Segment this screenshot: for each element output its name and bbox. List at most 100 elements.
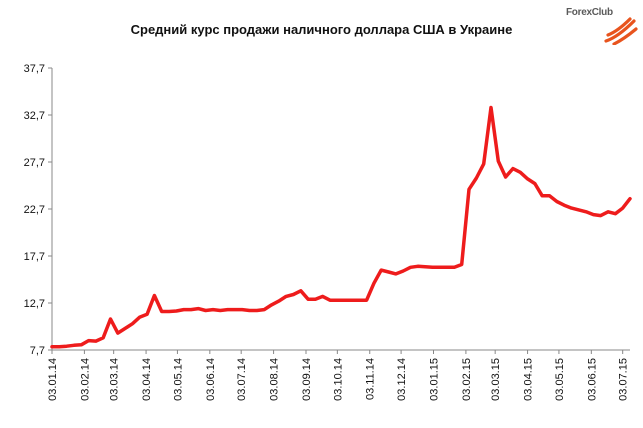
data-point — [131, 322, 134, 325]
data-point — [526, 177, 529, 180]
data-point — [72, 344, 75, 347]
data-point — [446, 266, 449, 269]
x-tick-label: 03.11.14 — [365, 358, 377, 400]
data-point — [65, 345, 68, 348]
x-tick-label: 03.03.14 — [109, 358, 121, 401]
series-line — [50, 105, 632, 349]
x-tick-label: 03.01.15 — [429, 358, 441, 401]
x-tick-label: 03.05.14 — [172, 358, 184, 401]
data-point — [592, 213, 595, 216]
data-point — [607, 210, 610, 213]
data-point — [599, 214, 602, 217]
x-tick-label: 03.12.14 — [396, 358, 408, 401]
x-tick-label: 03.02.15 — [461, 358, 473, 401]
data-point — [168, 310, 171, 313]
data-point — [621, 207, 624, 210]
data-point — [285, 295, 288, 298]
y-axis: 7,7 12,7 17,7 22,7 27,7 32,7 37,7 — [24, 63, 53, 357]
data-point — [146, 313, 149, 316]
data-point — [124, 327, 127, 330]
data-point — [153, 294, 156, 297]
data-point — [248, 309, 251, 312]
data-point — [233, 308, 236, 311]
data-point — [577, 208, 580, 211]
x-tick-label: 03.04.15 — [523, 358, 535, 401]
x-tick-label: 03.02.14 — [79, 358, 91, 401]
data-point — [533, 182, 536, 185]
chart-title: Средний курс продажи наличного доллара С… — [130, 22, 513, 37]
logo-text: ForexClub — [566, 7, 613, 18]
x-tick-label: 03.05.15 — [554, 358, 566, 401]
data-point — [160, 310, 163, 313]
data-point — [270, 303, 273, 306]
data-point — [489, 106, 492, 109]
data-point — [358, 299, 361, 302]
x-tick-label: 03.10.14 — [332, 358, 344, 401]
data-point — [365, 299, 368, 302]
data-point — [511, 167, 514, 170]
data-point — [350, 299, 353, 302]
data-point — [555, 200, 558, 203]
y-tick-label: 22,7 — [24, 204, 45, 216]
x-tick-label: 03.06.15 — [586, 358, 598, 401]
data-point — [563, 204, 566, 207]
data-point — [219, 309, 222, 312]
data-point — [58, 345, 61, 348]
data-point — [402, 270, 405, 273]
x-tick-label: 03.07.14 — [236, 358, 248, 401]
data-point — [255, 309, 258, 312]
series-layer — [50, 105, 632, 349]
x-tick-label: 03.01.14 — [47, 358, 59, 401]
data-point — [460, 263, 463, 266]
data-point — [102, 336, 105, 339]
data-point — [424, 265, 427, 268]
x-tick-label: 03.09.14 — [301, 358, 313, 401]
data-point — [109, 317, 112, 320]
data-point — [468, 188, 471, 191]
data-point — [94, 340, 97, 343]
data-point — [585, 210, 588, 213]
data-point — [307, 298, 310, 301]
data-point — [453, 266, 456, 269]
data-point — [211, 308, 214, 311]
data-point — [314, 298, 317, 301]
data-point — [321, 295, 324, 298]
data-point — [570, 207, 573, 210]
data-point — [51, 345, 54, 348]
data-point — [343, 299, 346, 302]
forexclub-swoosh-icon — [604, 17, 638, 45]
y-tick-label: 17,7 — [24, 251, 45, 263]
x-tick-label: 03.03.15 — [490, 358, 502, 401]
data-point — [372, 282, 375, 285]
data-point — [387, 270, 390, 273]
y-tick-label: 37,7 — [24, 63, 45, 75]
data-point — [292, 293, 295, 296]
forexclub-logo: ForexClub — [566, 5, 640, 45]
data-point — [475, 176, 478, 179]
data-point — [614, 212, 617, 215]
data-point — [116, 332, 119, 335]
data-point — [394, 272, 397, 275]
data-point — [416, 265, 419, 268]
y-tick-label: 7,7 — [30, 345, 45, 357]
x-tick-label: 03.06.14 — [205, 358, 217, 401]
data-point — [182, 308, 185, 311]
data-point — [548, 194, 551, 197]
y-tick-label: 27,7 — [24, 157, 45, 169]
x-tick-label: 03.08.14 — [269, 358, 281, 401]
data-point — [299, 289, 302, 292]
x-tick-label: 03.07.15 — [618, 358, 630, 401]
data-point — [80, 343, 83, 346]
data-point — [541, 194, 544, 197]
y-tick-label: 32,7 — [24, 110, 45, 122]
data-point — [87, 339, 90, 342]
data-point — [226, 308, 229, 311]
data-point — [629, 197, 632, 200]
data-point — [175, 309, 178, 312]
data-point — [329, 299, 332, 302]
data-point — [138, 316, 141, 319]
data-point — [504, 176, 507, 179]
data-point — [277, 300, 280, 303]
data-point — [197, 307, 200, 310]
data-point — [519, 171, 522, 174]
